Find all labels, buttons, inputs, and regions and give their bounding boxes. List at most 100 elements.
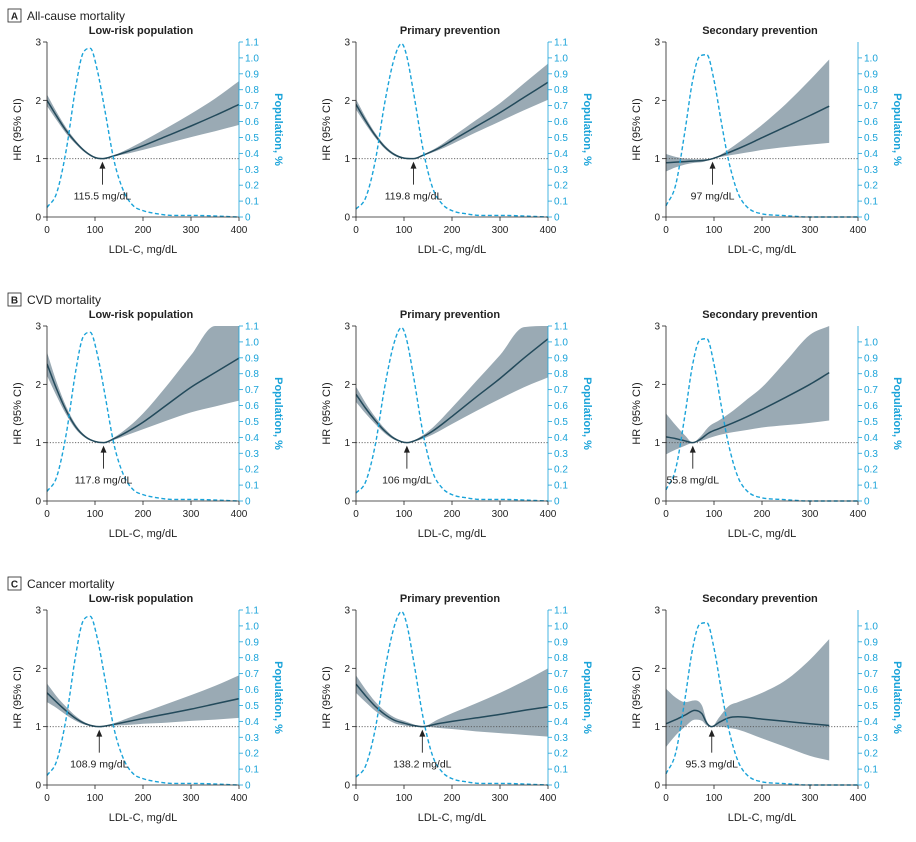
chart-0-2-y2-tick-label: 0.5	[864, 133, 878, 144]
chart-0-1-nadir-arrowhead	[410, 161, 417, 169]
chart-0-1-y2-tick-label: 0.9	[554, 69, 568, 80]
chart-0-1-x-tick-label: 300	[492, 225, 509, 236]
chart-2-0-hr-line	[47, 692, 239, 728]
chart-2-1-y2-tick-label: 0.6	[554, 685, 568, 696]
row-c-letter-box	[7, 576, 22, 591]
chart-0-1-y2-tick-label: 0.3	[554, 165, 568, 176]
chart-0-0-title: Low-risk population	[89, 25, 194, 37]
chart-2-1-y2-tick-label: 0.5	[554, 701, 568, 712]
chart-1-1-y2-tick-label: 0.5	[554, 417, 568, 428]
chart-1-0-x-tick-label: 100	[87, 509, 104, 520]
chart-1-2-x-tick-label: 100	[706, 509, 723, 520]
chart-2-0-y-tick-label: 3	[35, 606, 41, 617]
chart-2-0-nadir-label: 108.9 mg/dL	[70, 759, 129, 771]
chart-1-1-x-tick-label: 200	[444, 509, 461, 520]
chart-2-2-y2-tick-label: 0.1	[864, 765, 878, 776]
chart-1-1-y-label: HR (95% CI)	[321, 382, 333, 444]
chart-1-1-ci-band	[356, 326, 548, 443]
chart-0-0-y2-tick-label: 0.2	[245, 181, 259, 192]
chart-0-1-y2-tick-label: 0.7	[554, 101, 568, 112]
chart-0-2-population-line	[665, 54, 858, 218]
chart-2-0-x-tick-label: 200	[135, 793, 152, 804]
chart-2-1-y2-tick-label: 0.4	[554, 717, 568, 728]
chart-0-0-hr-line	[47, 99, 239, 160]
chart-2-2-x-tick-label: 300	[802, 793, 819, 804]
chart-1-0-y-tick-label: 3	[35, 322, 41, 333]
chart-1-2-x-label: LDL-C, mg/dL	[728, 528, 796, 540]
chart-2-1-y-label: HR (95% CI)	[321, 666, 333, 728]
chart-2-2-ci-band	[666, 639, 830, 761]
chart-2-1-ci-band	[356, 668, 548, 737]
chart-0-1-title: Primary prevention	[400, 25, 501, 37]
chart-2-1-hr-line	[356, 683, 548, 728]
chart-2-0-y-tick-label: 1	[35, 722, 41, 733]
chart-1-0-y-label: HR (95% CI)	[12, 382, 24, 444]
row-b-header: B CVD mortality	[7, 292, 101, 307]
chart-2-2-y2-tick-label: 0.7	[864, 669, 878, 680]
chart-2-1-title: Primary prevention	[400, 593, 501, 605]
chart-2-0-x-tick-label: 100	[87, 793, 104, 804]
chart-2-1-y2-tick-label: 0.7	[554, 669, 568, 680]
chart-2-1-x-tick-label: 200	[444, 793, 461, 804]
chart-1-2-y-tick-label: 2	[654, 380, 660, 391]
row-b-title: CVD mortality	[27, 293, 101, 307]
chart-1-0-y2-tick-label: 0.6	[245, 401, 259, 412]
chart-1-0-y2-label: Population, %	[272, 377, 284, 450]
chart-0-2-nadir-arrowhead	[709, 161, 716, 169]
chart-0-0-y-tick-label: 0	[35, 213, 41, 224]
chart-1-2-y2-tick-label: 0.2	[864, 465, 878, 476]
chart-1-0-x-tick-label: 0	[44, 509, 50, 520]
chart-1-2-y2-tick-label: 0.4	[864, 433, 878, 444]
chart-2-0-y2-tick-label: 0.7	[245, 669, 259, 680]
chart-0-2-x-label: LDL-C, mg/dL	[728, 244, 796, 256]
chart-1-2-x-tick-label: 0	[663, 509, 669, 520]
chart-0-2-y-tick-label: 1	[654, 154, 660, 165]
chart-0-0-y-tick-label: 3	[35, 38, 41, 49]
chart-0-0-x-label: LDL-C, mg/dL	[109, 244, 177, 256]
chart-2-2-nadir-arrowhead	[708, 729, 715, 737]
chart-1-0-x-tick-label: 300	[183, 509, 200, 520]
chart-2-0-x-tick-label: 0	[44, 793, 50, 804]
chart-1-2-hr-line	[666, 372, 830, 444]
chart-2-2-y2-tick-label: 0.4	[864, 717, 878, 728]
chart-1-1-y2-tick-label: 1.0	[554, 337, 568, 348]
row-c-header: C Cancer mortality	[7, 576, 114, 591]
chart-1-0-title: Low-risk population	[89, 309, 194, 321]
chart-1-0-ci-band	[47, 326, 239, 443]
row-a-letter: A	[11, 12, 18, 23]
chart-0-0-y2-tick-label: 0.9	[245, 69, 259, 80]
chart-0-0-x-tick-label: 300	[183, 225, 200, 236]
chart-0-0-population-line	[46, 47, 240, 218]
chart-1-1-nadir-arrowhead	[403, 445, 410, 453]
chart-0-0-y2-tick-label: 1.1	[245, 38, 259, 49]
chart-0-0-x-tick-label: 100	[87, 225, 104, 236]
chart-1-0-y2-tick-label: 0.7	[245, 385, 259, 396]
chart-2-0-y2-tick-label: 0.2	[245, 749, 259, 760]
chart-0-0-y2-tick-label: 0.1	[245, 197, 259, 208]
chart-0-0-nadir-arrowhead	[99, 161, 106, 169]
chart-0-1-x-tick-label: 0	[353, 225, 359, 236]
chart-0-0-y-tick-label: 2	[35, 96, 41, 107]
chart-2-0-y-tick-label: 2	[35, 664, 41, 675]
chart-2-2-y2-tick-label: 0.6	[864, 685, 878, 696]
chart-2-2-y2-tick-label: 1.0	[864, 621, 878, 632]
chart-2-2-y-tick-label: 0	[654, 781, 660, 792]
chart-2-1-y2-tick-label: 0.2	[554, 749, 568, 760]
chart-1-0-y2-tick-label: 0.8	[245, 369, 259, 380]
chart-2-1-y2-tick-label: 0	[554, 781, 560, 792]
chart-0-1-y-tick-label: 1	[344, 154, 350, 165]
chart-1-2-nadir-arrowhead	[689, 445, 696, 453]
chart-1-1-x-tick-label: 400	[540, 509, 557, 520]
chart-2-1-y-tick-label: 0	[344, 781, 350, 792]
chart-0-1-y2-tick-label: 1.1	[554, 38, 568, 49]
chart-2-1-y2-tick-label: 1.0	[554, 621, 568, 632]
chart-2-0-y2-tick-label: 0	[245, 781, 251, 792]
chart-0-0-y2-tick-label: 0.8	[245, 85, 259, 96]
chart-2-1-y2-tick-label: 0.9	[554, 637, 568, 648]
